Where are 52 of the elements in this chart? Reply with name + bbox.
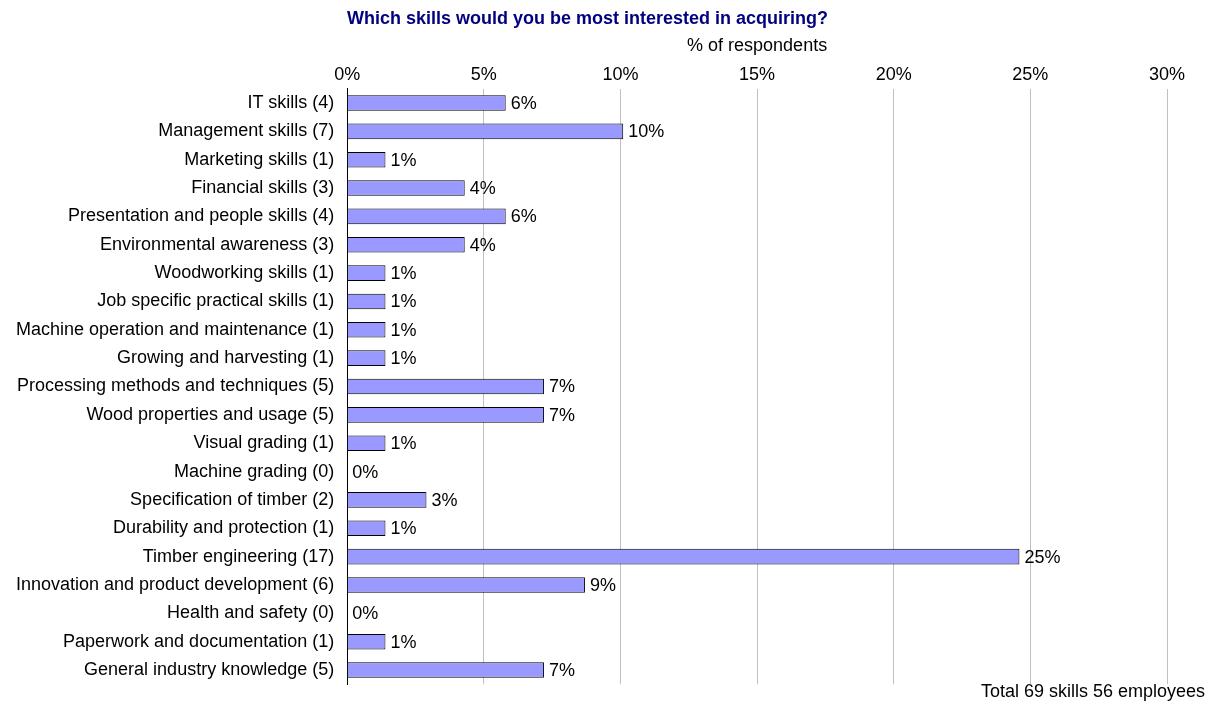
y-tick-label: Job specific practical skills (1) [97, 290, 335, 311]
data-label: 1% [390, 348, 417, 369]
y-tick-label: Timber engineering (17) [142, 545, 335, 566]
x-tick-label: 15% [739, 63, 776, 84]
y-tick-label: Paperwork and documentation (1) [63, 630, 335, 651]
y-tick-label: Environmental awareness (3) [100, 233, 335, 254]
data-label: 1% [390, 433, 417, 454]
data-label: 6% [510, 92, 537, 113]
x-axis-title: % of respondents [687, 35, 828, 56]
data-label: 7% [548, 376, 575, 397]
y-tick-label: Machine grading (0) [174, 460, 335, 481]
data-label: 25% [1024, 546, 1061, 567]
y-tick-label: Machine operation and maintenance (1) [16, 318, 335, 339]
y-tick-label: Wood properties and usage (5) [86, 403, 335, 424]
y-tick-label: General industry knowledge (5) [84, 658, 335, 679]
y-tick-label: Specification of timber (2) [130, 488, 335, 509]
data-label: 3% [431, 489, 458, 510]
y-tick-label: IT skills (4) [247, 91, 335, 112]
data-label: 1% [390, 319, 417, 340]
y-tick-label: Growing and harvesting (1) [117, 347, 335, 368]
data-label: 7% [548, 659, 575, 680]
data-label: 1% [390, 631, 417, 652]
x-tick-label: 25% [1012, 63, 1049, 84]
y-tick-label: Woodworking skills (1) [154, 262, 335, 283]
y-tick-label: Health and safety (0) [167, 602, 335, 623]
y-tick-label: Management skills (7) [158, 120, 335, 141]
data-label: 10% [628, 121, 665, 142]
annotation: Total 69 skills 56 employees [980, 680, 1205, 701]
data-label: 4% [469, 178, 496, 198]
y-tick-label: Innovation and product development (6) [15, 573, 335, 594]
data-label: 7% [548, 404, 575, 425]
data-label: 1% [390, 518, 417, 539]
data-label: 1% [390, 149, 417, 170]
data-label: 6% [510, 206, 537, 227]
y-tick-label: Durability and protection (1) [113, 517, 335, 538]
x-tick-label: 0% [334, 63, 361, 84]
data-label: 4% [469, 234, 496, 255]
x-tick-label: 5% [470, 63, 497, 84]
y-tick-label: Presentation and people skills (4) [68, 205, 335, 226]
y-tick-label: Visual grading (1) [193, 432, 335, 453]
chart-title: Which skills would you be most interested in acquiring? [346, 7, 829, 28]
x-tick-label: 10% [602, 63, 639, 84]
y-tick-label: Financial skills (3) [191, 177, 335, 197]
data-label: 1% [390, 291, 417, 312]
y-tick-label: Marketing skills (1) [184, 148, 335, 169]
y-tick-label: Processing methods and techniques (5) [17, 375, 335, 396]
data-label: 0% [352, 603, 379, 624]
x-tick-label: 20% [875, 63, 912, 84]
data-label: 0% [352, 461, 379, 482]
x-tick-label: 30% [1148, 63, 1186, 84]
data-label: 9% [589, 574, 616, 595]
data-label: 1% [390, 263, 417, 284]
